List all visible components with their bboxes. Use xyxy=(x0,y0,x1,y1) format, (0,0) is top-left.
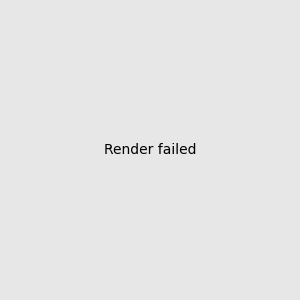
Text: Render failed: Render failed xyxy=(104,143,196,157)
